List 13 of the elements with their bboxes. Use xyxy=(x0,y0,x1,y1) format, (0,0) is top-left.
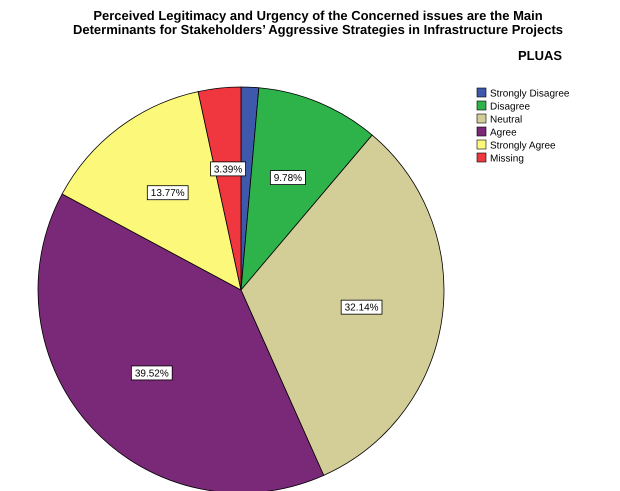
chart-subtitle: PLUAS xyxy=(518,48,562,63)
legend-label: Disagree xyxy=(490,102,530,112)
legend-label: Strongly Disagree xyxy=(490,88,570,100)
data-label: 13.77% xyxy=(150,188,185,200)
data-label: 3.39% xyxy=(214,164,242,176)
data-label: 39.52% xyxy=(134,368,169,380)
data-label: 32.14% xyxy=(344,302,379,314)
chart-title: Perceived Legitimacy and Urgency of the Concerned issues are the Main Determinants for Stakeholders’ Aggressive Strategies in Infrastructure Projects xyxy=(72,8,564,37)
legend-label: Strongly Agree xyxy=(490,140,556,152)
data-label: 9.78% xyxy=(274,173,302,184)
legend-label: Agree xyxy=(490,128,518,138)
legend-label: Missing xyxy=(490,154,524,164)
legend-label: Neutral xyxy=(490,114,522,126)
